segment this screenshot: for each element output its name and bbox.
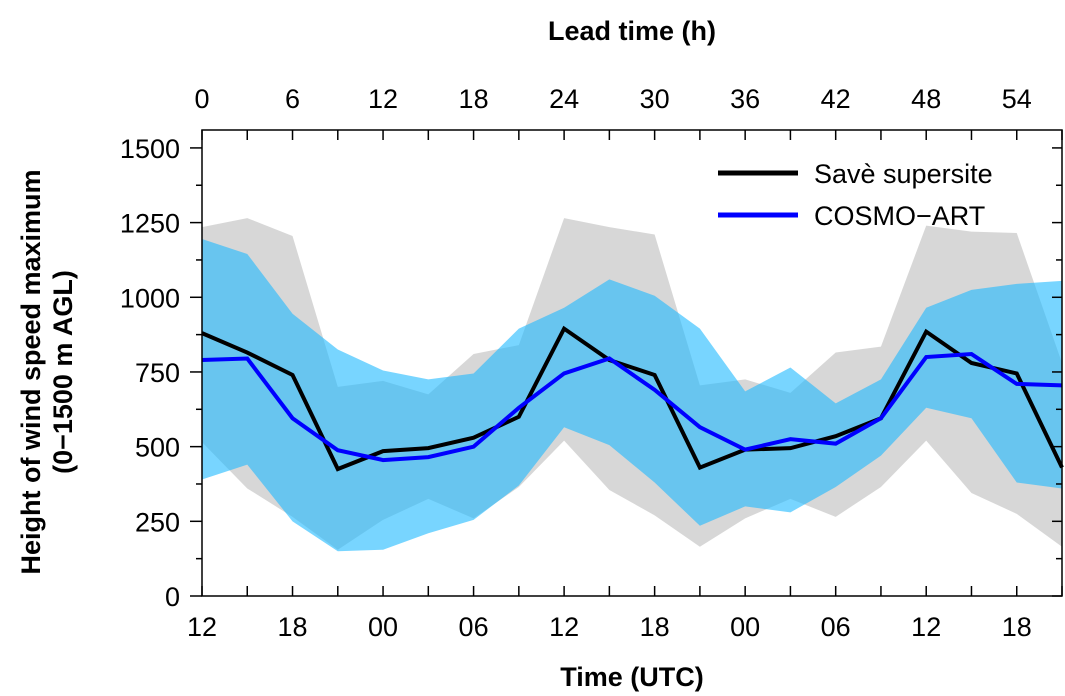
top-tick-label: 54 <box>1002 84 1032 114</box>
bottom-tick-label: 06 <box>821 612 851 642</box>
legend-label-cosmo-art: COSMO−ART <box>814 201 985 231</box>
y-tick-label: 1000 <box>120 283 180 313</box>
y-tick-label: 250 <box>135 507 180 537</box>
top-tick-label: 24 <box>549 84 579 114</box>
top-axis-title: Lead time (h) <box>548 16 716 46</box>
series-line-cosmo-art <box>201 351 1063 463</box>
x-axis-title: Time (UTC) <box>560 662 704 692</box>
bottom-tick-label: 18 <box>278 612 308 642</box>
bottom-tick-label: 12 <box>549 612 579 642</box>
bottom-tick-label: 00 <box>730 612 760 642</box>
top-tick-label: 48 <box>911 84 941 114</box>
bottom-tick-label: 12 <box>911 612 941 642</box>
top-tick-label: 6 <box>285 84 300 114</box>
y-tick-label: 1500 <box>120 134 180 164</box>
series-line-sav-supersite <box>201 325 1064 472</box>
bottom-tick-label: 18 <box>640 612 670 642</box>
range-band-cosmo-art <box>202 239 1062 552</box>
top-tick-label: 18 <box>459 84 489 114</box>
uncertainty-bands <box>202 218 1062 552</box>
top-tick-label: 30 <box>640 84 670 114</box>
y-tick-label: 500 <box>135 433 180 463</box>
legend: Savè supersite COSMO−ART <box>718 159 993 231</box>
bottom-tick-label: 18 <box>1002 612 1032 642</box>
y-tick-label: 0 <box>165 582 180 612</box>
top-tick-label: 42 <box>821 84 851 114</box>
plot-frame <box>201 129 1063 597</box>
legend-label-save-supersite: Savè supersite <box>814 159 993 189</box>
y-tick-label: 1250 <box>120 209 180 239</box>
bottom-tick-label: 00 <box>368 612 398 642</box>
top-tick-label: 0 <box>194 84 209 114</box>
y-axis-title-line2: (0−1500 m AGL) <box>48 270 78 474</box>
series-lines <box>201 325 1064 472</box>
top-tick-label: 36 <box>730 84 760 114</box>
bottom-tick-label: 06 <box>459 612 489 642</box>
y-tick-label: 750 <box>135 358 180 388</box>
y-axis-title-line1: Height of wind speed maximum <box>16 169 46 574</box>
top-tick-label: 12 <box>368 84 398 114</box>
bottom-tick-label: 12 <box>187 612 217 642</box>
axis-ticks <box>190 130 1063 597</box>
